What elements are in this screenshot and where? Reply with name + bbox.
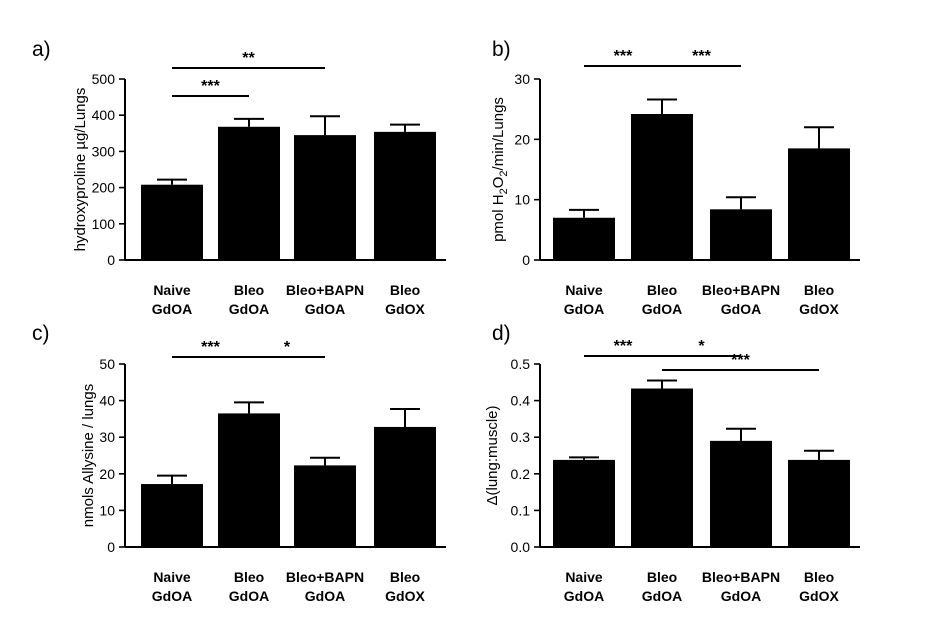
bar <box>141 184 203 260</box>
bar <box>710 209 772 260</box>
x-category-label: GdOA <box>305 301 345 317</box>
x-category-label: Bleo <box>804 282 834 298</box>
significance-label: * <box>698 338 705 355</box>
x-category-label: Bleo+BAPN <box>286 282 364 298</box>
x-category-label: Naive <box>565 282 603 298</box>
x-category-label: Naive <box>153 569 191 585</box>
y-tick-label: 0 <box>522 252 530 268</box>
bar <box>218 126 280 260</box>
y-tick-label: 30 <box>99 429 115 445</box>
y-tick-label: 0.2 <box>511 466 531 482</box>
y-tick-label: 0.0 <box>511 539 531 555</box>
y-tick-label: 20 <box>99 466 115 482</box>
bar <box>710 440 772 547</box>
x-category-label: Bleo+BAPN <box>286 569 364 585</box>
y-tick-label: 400 <box>92 107 116 123</box>
x-category-label: Bleo <box>234 282 264 298</box>
chart-panel-d: d) 0.0 0.1 0.2 0.3 0.4 0.5 Δ(lung:muscle) Naive G… <box>484 322 860 604</box>
y-axis-label: hydroxyproline µg/Lungs <box>72 88 89 252</box>
y-axis-label-part: pmol H <box>490 194 507 242</box>
y-tick-label: 0.4 <box>511 393 531 409</box>
x-category-label: GdOA <box>564 588 604 604</box>
significance-label: * <box>284 339 291 356</box>
y-axis-label: pmol H2O2/min/Lungs <box>490 97 510 242</box>
bar <box>294 465 356 547</box>
x-category-label: GdOA <box>642 301 682 317</box>
y-tick-label: 40 <box>99 393 115 409</box>
y-axis-label-subscript: 2 <box>498 170 510 176</box>
panel-label: c) <box>32 322 50 345</box>
x-category-label: GdOA <box>642 588 682 604</box>
x-category-label: GdOA <box>721 301 761 317</box>
x-category-label: Bleo <box>234 569 264 585</box>
bar <box>553 459 615 547</box>
x-category-label: GdOX <box>385 301 425 317</box>
y-tick-label: 50 <box>99 356 115 372</box>
significance-label: *** <box>614 48 633 65</box>
bar <box>218 413 280 547</box>
x-category-label: Naive <box>565 569 603 585</box>
bar <box>141 484 203 547</box>
y-tick-label: 10 <box>99 502 115 518</box>
y-tick-label: 0.5 <box>511 356 531 372</box>
y-tick-label: 300 <box>92 143 116 159</box>
x-category-label: Bleo <box>647 569 677 585</box>
x-category-label: GdOA <box>229 588 269 604</box>
bar <box>374 131 436 260</box>
y-axis-label: Δ(lung:muscle) <box>484 405 501 505</box>
x-category-label: Bleo <box>804 569 834 585</box>
significance-label: *** <box>692 48 711 65</box>
x-category-label: Bleo+BAPN <box>702 569 780 585</box>
y-tick-label: 0 <box>107 252 115 268</box>
bar <box>553 217 615 260</box>
bar <box>788 459 850 547</box>
x-category-label: GdOX <box>385 588 425 604</box>
x-category-label: Bleo <box>390 569 420 585</box>
y-tick-label: 10 <box>514 192 530 208</box>
y-axis-label-part: O <box>490 177 507 189</box>
y-tick-label: 200 <box>92 180 116 196</box>
bar <box>374 426 436 547</box>
bar <box>788 148 850 260</box>
x-category-label: GdOA <box>152 301 192 317</box>
y-tick-label: 0.1 <box>511 502 531 518</box>
x-category-label: GdOA <box>152 588 192 604</box>
y-tick-label: 100 <box>92 216 116 232</box>
panel-label: a) <box>32 38 51 61</box>
significance-label: *** <box>731 352 750 369</box>
x-category-label: GdOX <box>799 588 839 604</box>
y-tick-label: 20 <box>514 131 530 147</box>
significance-label: *** <box>201 339 220 356</box>
x-category-label: GdOA <box>229 301 269 317</box>
significance-label: *** <box>614 338 633 355</box>
x-category-label: GdOA <box>721 588 761 604</box>
panel-label: d) <box>492 322 511 345</box>
x-category-label: Bleo+BAPN <box>702 282 780 298</box>
y-axis-label-part: /min/Lungs <box>490 97 507 170</box>
y-tick-label: 0 <box>107 539 115 555</box>
y-tick-label: 500 <box>92 71 116 87</box>
y-tick-label: 0.3 <box>511 429 531 445</box>
y-tick-label: 30 <box>514 71 530 87</box>
significance-label: *** <box>201 78 220 95</box>
x-category-label: Naive <box>153 282 191 298</box>
x-category-label: GdOA <box>564 301 604 317</box>
panel-label: b) <box>492 38 511 61</box>
bar <box>631 113 693 260</box>
y-axis-label-subscript: 2 <box>498 188 510 194</box>
significance-label: ** <box>242 50 255 67</box>
x-category-label: GdOA <box>305 588 345 604</box>
bar <box>631 388 693 547</box>
y-axis-label: nmols Allysine / lungs <box>80 384 97 527</box>
x-category-label: Bleo <box>390 282 420 298</box>
x-category-label: Bleo <box>647 282 677 298</box>
bar <box>294 135 356 260</box>
x-category-label: GdOX <box>799 301 839 317</box>
